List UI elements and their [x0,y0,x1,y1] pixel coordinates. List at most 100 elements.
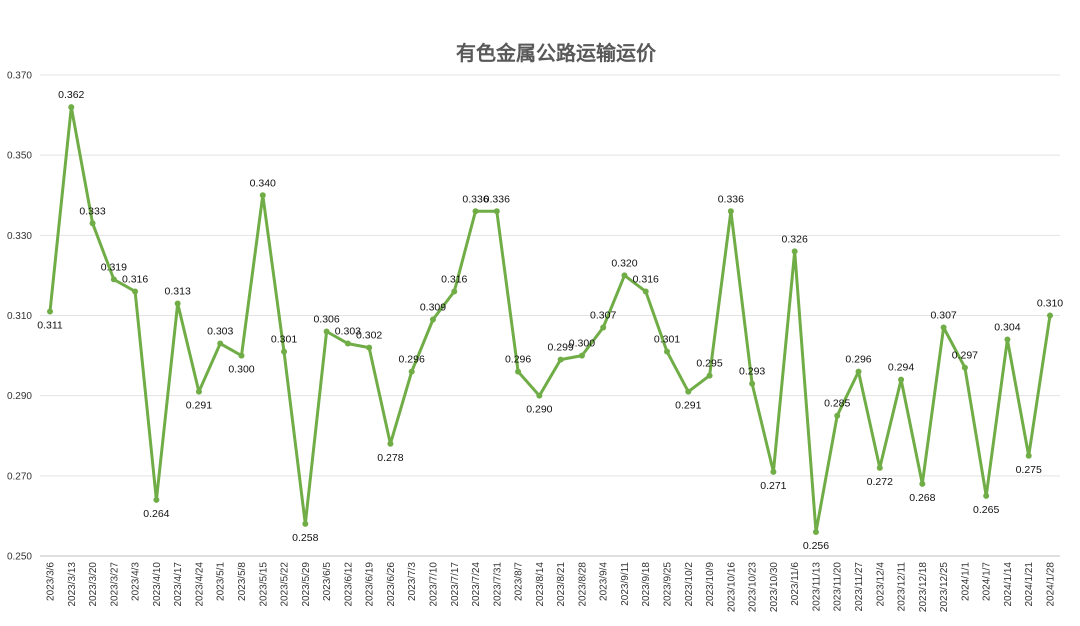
data-label: 0.309 [420,302,446,314]
data-point [898,376,905,383]
data-label: 0.326 [782,233,808,245]
data-label: 0.275 [1016,464,1042,476]
data-label: 0.264 [143,508,169,520]
x-tick-label: 2023/9/11 [620,562,631,606]
x-tick-label: 2023/4/10 [152,562,163,607]
data-labels-layer: 0.3110.3620.3330.3190.3160.2640.3130.291… [37,89,1063,552]
data-point [110,276,117,283]
y-tick-label: 0.310 [7,311,32,322]
y-tick-label: 0.270 [7,471,32,482]
x-tick-label: 2023/6/5 [322,562,333,601]
data-point [557,356,564,363]
x-tick-label: 2023/5/1 [216,562,227,601]
x-tick-label: 2023/6/19 [365,562,376,607]
data-label: 0.303 [335,326,361,338]
data-point [642,288,649,295]
y-axis-ticks: 0.250 0.270 0.290 0.310 0.330 0.350 0.370 [7,71,32,563]
data-label: 0.293 [739,366,765,378]
x-tick-label: 2023/11/13 [811,562,822,612]
series-line [48,105,1052,534]
data-label: 0.336 [484,193,510,205]
data-point [323,328,330,335]
data-point [259,192,266,199]
data-point [961,364,968,371]
data-point [1004,336,1011,343]
data-label: 0.306 [313,314,339,326]
x-tick-label: 2023/7/31 [492,562,503,607]
data-point [174,300,181,307]
data-point [727,208,734,215]
data-point [791,248,798,255]
x-tick-label: 2023/8/7 [514,562,525,601]
x-tick-label: 2024/1/14 [1003,562,1014,607]
x-tick-label: 2023/3/20 [88,562,99,607]
x-tick-label: 2023/5/29 [301,562,312,607]
data-point [281,348,288,355]
x-tick-label: 2023/10/30 [769,562,780,612]
data-point [919,480,926,487]
y-tick-label: 0.330 [7,231,32,242]
data-label: 0.301 [271,334,297,346]
data-point [1025,452,1032,459]
data-label: 0.340 [250,177,276,189]
data-label: 0.296 [845,354,871,366]
x-tick-label: 2023/10/9 [705,562,716,607]
x-tick-label: 2024/1/1 [960,562,971,601]
data-label: 0.311 [37,319,63,331]
x-tick-label: 2023/8/14 [535,562,546,607]
x-tick-label: 2023/12/25 [939,562,950,612]
data-label: 0.290 [526,404,552,416]
data-point [855,368,862,375]
x-tick-label: 2023/3/6 [46,562,57,601]
x-axis-ticks: 2023/3/6 2023/3/13 2023/3/20 2023/3/27 2023/… [46,562,1057,612]
y-tick-label: 0.290 [7,391,32,402]
data-point [472,208,479,215]
y-tick-label: 0.370 [7,71,32,82]
data-point [706,372,713,379]
x-tick-label: 2023/11/27 [854,562,865,612]
data-label: 0.313 [165,285,191,297]
x-tick-label: 2024/1/28 [1046,562,1057,607]
data-label: 0.362 [58,89,84,101]
data-label: 0.297 [952,350,978,362]
x-tick-label: 2023/10/2 [684,562,695,607]
data-point [876,464,883,471]
y-tick-label: 0.250 [7,552,32,563]
data-point [429,316,436,323]
data-point [366,344,373,351]
data-point [387,440,394,447]
data-point [940,324,947,331]
data-label: 0.294 [888,362,914,374]
data-point [600,324,607,331]
x-tick-label: 2023/4/17 [173,562,184,607]
data-point [451,288,458,295]
x-tick-label: 2023/7/3 [407,562,418,601]
data-label: 0.316 [122,273,148,285]
data-label: 0.336 [462,193,488,205]
x-tick-label: 2023/6/26 [386,562,397,607]
chart-title: 有色金属公路运输运价 [456,41,657,65]
x-tick-label: 2023/9/25 [663,562,674,607]
x-tick-label: 2023/5/8 [237,562,248,601]
data-point [834,412,841,419]
data-point [217,340,224,347]
data-point [664,348,671,355]
x-tick-label: 2023/4/24 [194,562,205,607]
x-tick-label: 2023/12/11 [897,562,908,612]
x-tick-label: 2023/11/20 [833,562,844,612]
data-label: 0.285 [824,398,850,410]
x-tick-label: 2023/12/4 [875,562,886,607]
x-tick-label: 2023/5/22 [280,562,291,607]
x-tick-label: 2023/8/28 [577,562,588,607]
data-label: 0.319 [101,261,127,273]
data-label: 0.333 [79,205,105,217]
data-point [685,388,692,395]
data-point [621,272,628,279]
data-label: 0.320 [611,257,637,269]
data-label: 0.271 [760,480,786,492]
data-point [408,368,415,375]
data-point [132,288,139,295]
x-tick-label: 2023/7/24 [471,562,482,607]
data-points-layer [47,104,1053,535]
data-point [1047,312,1053,319]
